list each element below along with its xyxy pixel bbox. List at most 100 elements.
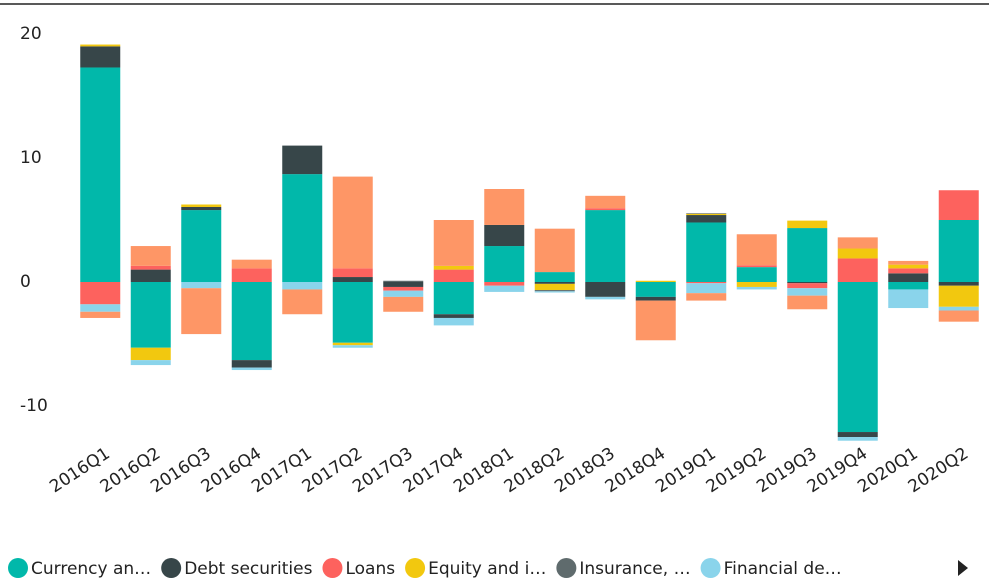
bar-segment: [787, 283, 828, 289]
bar-segment: [787, 220, 828, 229]
bar-segment: [938, 282, 979, 286]
bar-segment: [736, 286, 777, 290]
bar-segment: [686, 282, 727, 284]
bar-segment: [635, 296, 676, 301]
bar-segment: [837, 437, 878, 441]
bar-segment: [736, 282, 777, 287]
bar-segment: [332, 282, 373, 343]
bar-segment: [130, 246, 171, 266]
bar-segment: [686, 213, 727, 214]
bar-segment: [383, 280, 424, 282]
y-tick-label: 10: [20, 148, 42, 168]
bar-segment: [938, 285, 979, 307]
bar-segment: [837, 258, 878, 282]
bar-segment: [888, 282, 929, 290]
legend-label: Equity and i…: [428, 559, 546, 579]
bar-segment: [80, 46, 121, 68]
bar-segment: [534, 228, 575, 273]
bar-segment: [686, 213, 727, 216]
legend-marker: [556, 558, 577, 578]
bar-segment: [888, 268, 929, 274]
bar-segment: [635, 282, 676, 297]
legend-next[interactable]: [958, 560, 968, 576]
bar-segment: [332, 342, 373, 346]
bar-segment: [80, 311, 121, 318]
bar-segment: [231, 360, 272, 368]
bar-segment: [231, 367, 272, 371]
bar-segment: [585, 282, 626, 297]
bar-segment: [130, 360, 171, 366]
legend-label: Loans: [345, 559, 395, 579]
bar-segment: [433, 265, 474, 270]
bar-segment: [938, 220, 979, 282]
bar-segment: [938, 190, 979, 220]
y-tick-label: -10: [20, 396, 48, 416]
bar-segment: [534, 282, 575, 284]
bar-segment: [888, 264, 929, 269]
bar-segment: [484, 285, 525, 292]
legend-marker: [322, 558, 343, 578]
bar-segment: [433, 282, 474, 315]
bar-segment: [130, 269, 171, 282]
legend-marker: [405, 558, 426, 578]
bar-segment: [231, 282, 272, 361]
legend-label: Financial de…: [724, 559, 842, 579]
bar-segment: [837, 237, 878, 249]
bar-segment: [938, 310, 979, 322]
bar-segment: [231, 259, 272, 269]
bar-segment: [181, 204, 222, 207]
bar-segment: [686, 283, 727, 294]
bar-segment: [181, 206, 222, 211]
bar-segment: [484, 224, 525, 247]
bar-segment: [787, 288, 828, 296]
bar-segment: [383, 296, 424, 312]
bar-segment: [383, 282, 424, 287]
bar-segment: [80, 44, 121, 47]
bar-segment: [585, 296, 626, 300]
bar-segment: [585, 210, 626, 282]
bar-segment: [938, 306, 979, 311]
bar-segment: [433, 317, 474, 326]
bar-segment: [686, 222, 727, 282]
bar-segment: [484, 246, 525, 282]
legend-marker: [8, 558, 28, 578]
bar-segment: [80, 282, 121, 305]
bar-segment: [888, 273, 929, 282]
bar-segment: [80, 67, 121, 282]
bar-segment: [130, 347, 171, 361]
bar-segment: [534, 290, 575, 292]
bar-segment: [635, 300, 676, 341]
bar-segment: [888, 260, 929, 265]
bar-segment: [585, 208, 626, 211]
legend-label: Debt securities: [184, 559, 312, 579]
bar-segment: [787, 295, 828, 310]
bar-segment: [130, 282, 171, 348]
y-tick-label: 0: [20, 272, 31, 292]
bar-segment: [80, 304, 121, 312]
bar-segment: [383, 290, 424, 297]
bar-segment: [433, 269, 474, 282]
bar-segment: [484, 282, 525, 286]
bar-segment: [282, 145, 323, 175]
bar-segment: [282, 174, 323, 282]
bar-segment: [332, 345, 373, 348]
bar-segment: [534, 272, 575, 282]
bar-segment: [787, 282, 828, 284]
legend-label: Insurance, …: [579, 559, 690, 579]
bar-segment: [383, 286, 424, 291]
bar-segment: [686, 293, 727, 301]
bar-segment: [433, 314, 474, 318]
bar-segment: [787, 228, 828, 282]
bar-segment: [585, 195, 626, 209]
bar-segment: [181, 288, 222, 335]
bar-segment: [837, 282, 878, 433]
bar-segment: [181, 210, 222, 282]
bar-segment: [433, 220, 474, 266]
bar-segment: [181, 282, 222, 289]
bar-segment: [635, 280, 676, 282]
bar-segment: [484, 189, 525, 225]
bar-segment: [837, 248, 878, 259]
bar-segment: [332, 277, 373, 282]
bar-segment: [837, 432, 878, 437]
